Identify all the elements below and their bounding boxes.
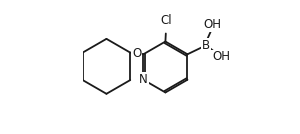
Text: N: N (139, 73, 148, 86)
Text: OH: OH (212, 50, 230, 64)
Text: Cl: Cl (160, 14, 172, 27)
Text: OH: OH (203, 18, 221, 31)
Text: O: O (132, 47, 141, 60)
Text: B: B (202, 39, 210, 52)
